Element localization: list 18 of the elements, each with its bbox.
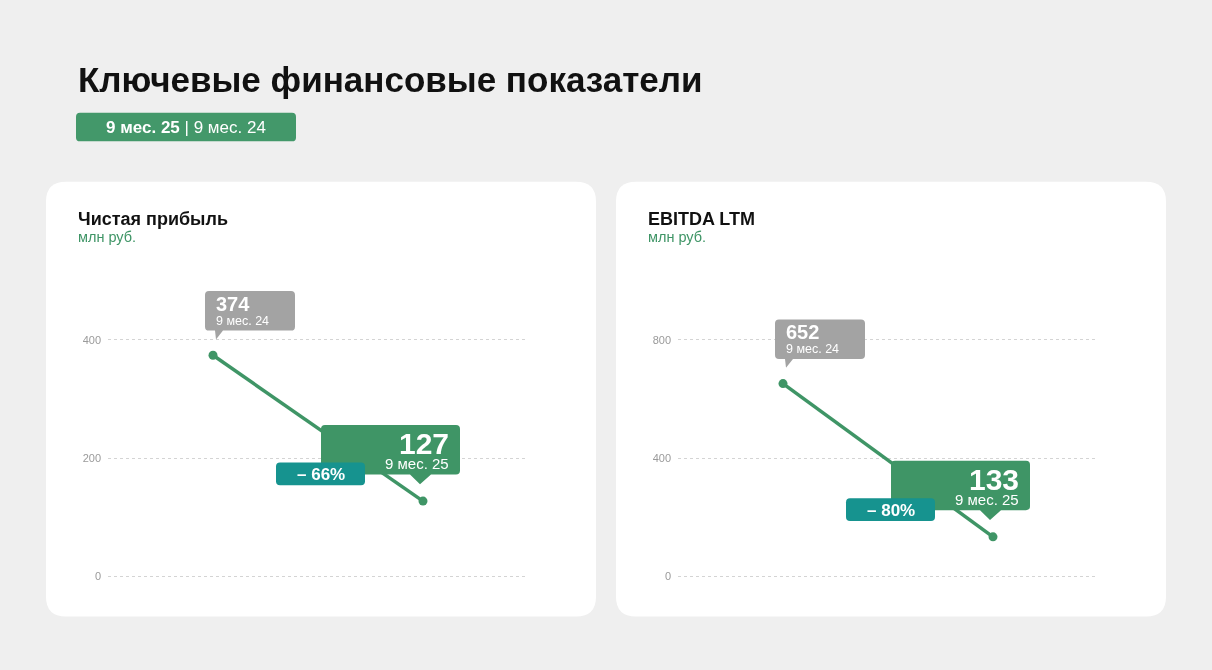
text: Ключевые финансовые показатели: [78, 60, 703, 99]
data-label: 374: [216, 293, 251, 315]
chart-title: Чистая прибыль: [78, 209, 228, 229]
text: 9 мес. 25 | 9 мес. 24: [106, 118, 266, 137]
y-tick-label: 400: [82, 333, 101, 346]
chart-subtitle: млн руб.: [78, 229, 137, 245]
y-tick-label: 0: [664, 569, 671, 582]
y-tick-label: 400: [652, 451, 671, 464]
y-tick-label: 800: [652, 333, 671, 346]
chart-subtitle: млн руб.: [648, 229, 707, 245]
annotation: – 66%: [297, 465, 346, 484]
chart-title: EBITDA LTM: [648, 209, 755, 229]
y-tick-label: 200: [82, 451, 101, 464]
data-label: 652: [786, 321, 820, 343]
x-tick-label: 9 мес. 24: [786, 342, 840, 356]
y-tick-label: 0: [94, 569, 101, 582]
x-tick-label: 9 мес. 24: [216, 314, 270, 328]
annotation: – 80%: [867, 501, 916, 520]
